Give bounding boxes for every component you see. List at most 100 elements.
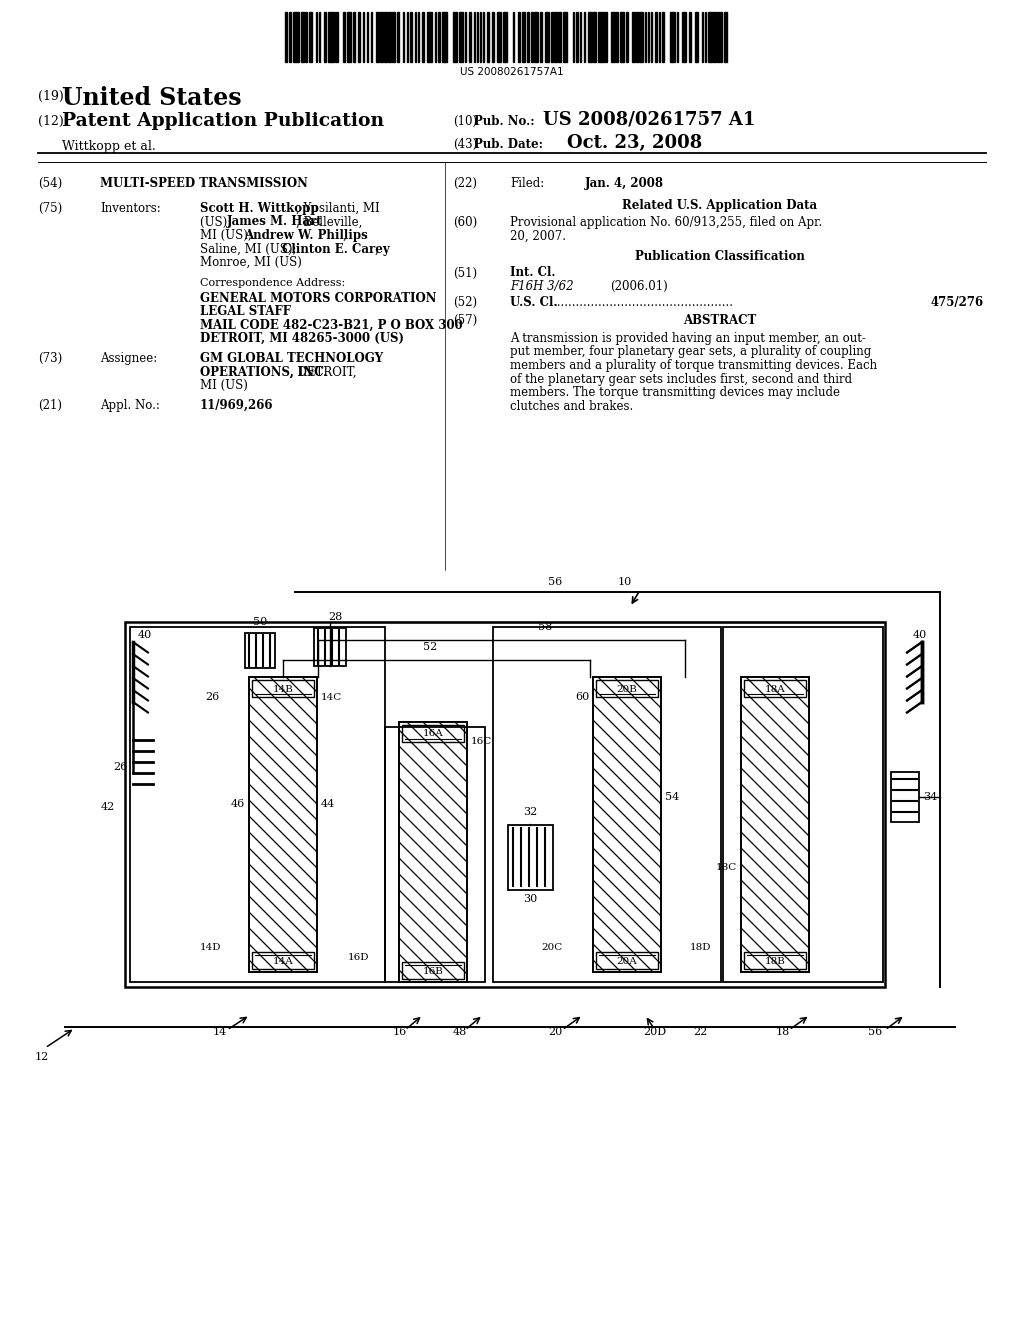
Bar — [252, 952, 314, 969]
Text: ,: , — [375, 243, 379, 256]
Text: 14: 14 — [213, 1027, 227, 1038]
Bar — [252, 680, 314, 697]
Text: Publication Classification: Publication Classification — [635, 249, 805, 263]
Bar — [682, 12, 686, 62]
Text: Correspondence Address:: Correspondence Address: — [200, 279, 345, 288]
Bar — [130, 627, 385, 982]
Bar — [441, 12, 447, 62]
Bar — [580, 12, 581, 62]
Text: 54: 54 — [665, 792, 679, 803]
Text: (19): (19) — [38, 90, 63, 103]
Text: Andrew W. Phillips: Andrew W. Phillips — [244, 228, 368, 242]
Text: Related U.S. Application Data: Related U.S. Application Data — [623, 199, 817, 213]
Bar — [367, 12, 368, 62]
Bar — [388, 12, 390, 62]
Text: 14A: 14A — [272, 957, 293, 966]
Text: (51): (51) — [453, 267, 477, 280]
Text: 14D: 14D — [200, 942, 221, 952]
Text: 14C: 14C — [321, 693, 342, 701]
Bar — [744, 952, 806, 969]
Bar — [508, 825, 553, 890]
Bar — [293, 12, 299, 62]
Bar — [605, 12, 606, 62]
Text: 11/969,266: 11/969,266 — [200, 399, 273, 412]
Bar — [410, 12, 412, 62]
Text: Appl. No.:: Appl. No.: — [100, 399, 160, 412]
Bar — [588, 12, 592, 62]
Bar — [314, 628, 346, 667]
Bar — [473, 12, 475, 62]
Text: ................................................: ........................................… — [554, 296, 734, 309]
Text: 60: 60 — [574, 692, 589, 702]
Text: 16D: 16D — [347, 953, 369, 961]
Bar — [654, 12, 657, 62]
Text: GM GLOBAL TECHNOLOGY: GM GLOBAL TECHNOLOGY — [200, 352, 383, 366]
Bar — [639, 12, 643, 62]
Bar — [347, 12, 351, 62]
Bar — [371, 12, 372, 62]
Text: 16B: 16B — [423, 968, 443, 977]
Bar — [558, 12, 560, 62]
Bar — [891, 772, 919, 822]
Bar — [644, 12, 646, 62]
Text: 48: 48 — [453, 1027, 467, 1038]
Text: Oct. 23, 2008: Oct. 23, 2008 — [567, 135, 702, 152]
Bar — [705, 12, 706, 62]
Bar — [670, 12, 675, 62]
Bar — [249, 677, 317, 972]
Bar — [527, 12, 528, 62]
Bar — [688, 12, 691, 62]
Bar — [741, 677, 809, 972]
Text: , DETROIT,: , DETROIT, — [290, 366, 356, 379]
Bar — [744, 680, 806, 697]
Bar — [717, 12, 719, 62]
Text: 475/276: 475/276 — [931, 296, 984, 309]
Text: 52: 52 — [423, 642, 437, 652]
Bar — [309, 12, 311, 62]
Bar — [453, 12, 457, 62]
Bar — [620, 12, 624, 62]
Bar — [324, 12, 326, 62]
Bar — [402, 12, 404, 62]
Text: 16A: 16A — [423, 730, 443, 738]
Text: A transmission is provided having an input member, an out-: A transmission is provided having an inp… — [510, 333, 866, 345]
Text: 10: 10 — [617, 577, 632, 587]
Bar — [362, 12, 364, 62]
Text: Inventors:: Inventors: — [100, 202, 161, 215]
Bar — [551, 12, 553, 62]
Text: 20: 20 — [548, 1027, 562, 1038]
Bar — [376, 12, 379, 62]
Bar — [708, 12, 712, 62]
Bar — [701, 12, 703, 62]
Bar — [125, 622, 885, 987]
Text: 50: 50 — [253, 616, 267, 627]
Bar — [650, 12, 652, 62]
Text: 56: 56 — [868, 1027, 882, 1038]
Text: clutches and brakes.: clutches and brakes. — [510, 400, 633, 412]
Bar — [493, 627, 721, 982]
Text: 20, 2007.: 20, 2007. — [510, 230, 566, 243]
Text: MI (US): MI (US) — [200, 379, 248, 392]
Text: 20D: 20D — [643, 1027, 667, 1038]
Bar — [647, 12, 649, 62]
Bar — [476, 12, 478, 62]
Text: 20A: 20A — [616, 957, 637, 966]
Bar — [610, 12, 614, 62]
Bar — [402, 725, 464, 742]
Text: 42: 42 — [100, 803, 115, 812]
Bar — [318, 12, 319, 62]
Text: 18B: 18B — [765, 957, 785, 966]
Text: 22: 22 — [693, 1027, 708, 1038]
Bar — [616, 12, 617, 62]
Bar — [434, 12, 436, 62]
Bar — [534, 12, 538, 62]
Text: MAIL CODE 482-C23-B21, P O BOX 300: MAIL CODE 482-C23-B21, P O BOX 300 — [200, 318, 463, 331]
Bar — [418, 12, 419, 62]
Bar — [402, 962, 464, 979]
Bar — [626, 12, 628, 62]
Text: 32: 32 — [523, 807, 538, 817]
Text: 34: 34 — [923, 792, 937, 803]
Text: 46: 46 — [230, 799, 245, 809]
Text: (54): (54) — [38, 177, 62, 190]
Bar — [385, 727, 485, 982]
